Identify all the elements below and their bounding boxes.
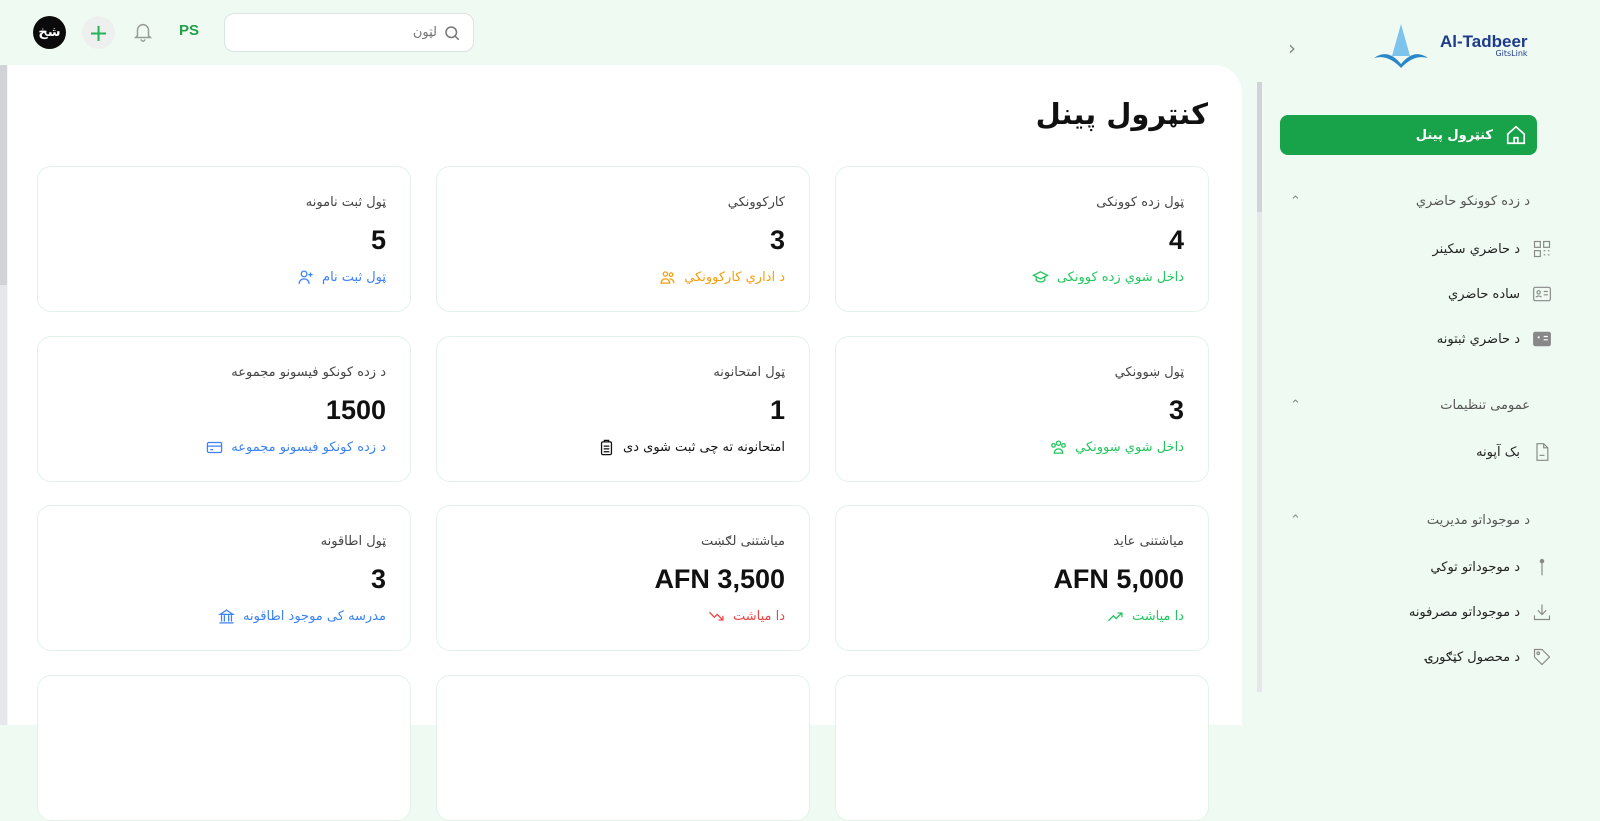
search-box[interactable] (224, 13, 474, 52)
stat-card[interactable]: ټول ثبت نامونه 5 ټول ثبت نام (37, 166, 411, 312)
qr-icon (1533, 240, 1551, 258)
section-label: د زده کوونکو حاضري (1415, 194, 1530, 209)
sidebar-item-label: د موجوداتو مصرفونه (1408, 604, 1520, 620)
stat-card[interactable]: ټول زده کوونکی 4 داخل شوي زده کوونکی (835, 166, 1209, 312)
stat-card[interactable] (37, 675, 411, 821)
stat-card[interactable] (436, 675, 810, 821)
card-subtitle: دا میاشت (1131, 609, 1184, 624)
card-subtitle: داخل شوي زده کوونکی (1056, 270, 1184, 285)
card-value: 3 (1168, 395, 1184, 425)
search-icon (445, 25, 460, 40)
graduation-cap-icon (1031, 271, 1049, 283)
stat-card[interactable]: کارکوونکي 3 د اداري کارکوونکي (436, 166, 810, 312)
card-subtitle: مدرسه کی موجود اطاقونه (242, 609, 386, 624)
stat-card[interactable]: ټول ښوونکي 3 داخل شوي ښوونکي (835, 336, 1209, 482)
trending-up-icon (1107, 612, 1123, 622)
sidebar-item[interactable]: د محصول کټګورۍ (1425, 647, 1552, 667)
sidebar-section-header[interactable]: د زده کوونکو حاضري ⌃ (1290, 194, 1530, 209)
card-subtitle: امتحانونه ته چی ثبت شوی دی (623, 440, 785, 455)
bell-icon[interactable] (132, 20, 154, 44)
card-title: میاشتنی لګښت (700, 534, 785, 549)
pin-icon (1539, 558, 1545, 576)
users-icon (660, 271, 675, 284)
trending-down-icon (708, 611, 724, 621)
card-subtitle: دا میاشت (732, 609, 785, 624)
card-value: 3 (769, 225, 785, 255)
building-icon (218, 609, 235, 624)
chevron-up-icon: ⌃ (1290, 398, 1301, 413)
language-switch[interactable]: PS (179, 22, 200, 39)
stat-card[interactable]: ټول امتحانونه 1 امتحانونه ته چی ثبت شوی … (436, 336, 810, 482)
card-title: ټول امتحانونه (713, 365, 785, 380)
sidebar-section-header[interactable]: عمومی تنظیمات ⌃ (1290, 398, 1530, 413)
chevron-up-icon: ⌃ (1290, 194, 1301, 209)
id-card-filled-icon (1533, 331, 1551, 347)
card-title: میاشتنی عاید (1113, 534, 1184, 549)
page-title: کنټرول پینل (1035, 97, 1208, 131)
card-subtitle: ټول ثبت نام (322, 270, 386, 285)
card-title: ټول اطاقونه (320, 534, 386, 549)
card-title: کارکوونکي (727, 195, 785, 210)
stat-card[interactable]: د زده کونکو فیسونو مجموعه 1500 د زده کون… (37, 336, 411, 482)
sidebar-item-label: د حاضري سکینر (1432, 241, 1520, 257)
add-button[interactable]: + (82, 16, 115, 49)
sidebar-toggle-chevron-icon[interactable]: › (1288, 36, 1296, 60)
file-icon (1536, 443, 1549, 461)
sidebar-item-label: د موجوداتو توکي (1430, 559, 1520, 575)
user-plus-icon (298, 270, 313, 284)
card-subtitle: د اداري کارکوونکي (684, 270, 785, 285)
sidebar-item-label: کنټرول پینل (1415, 127, 1493, 143)
sidebar-item[interactable]: ساده حاضري (1448, 284, 1552, 304)
search-input[interactable] (247, 25, 437, 40)
logo-sub: GitsLink (1495, 49, 1528, 58)
card-value: AFN 5,000 (1053, 564, 1184, 594)
card-value: 5 (370, 225, 386, 255)
card-subtitle: د زده کونکو فیسونو مجموعه (231, 440, 386, 455)
sidebar-item-label: د حاضري ثبتونه (1436, 331, 1520, 347)
card-value: AFN 3,500 (654, 564, 785, 594)
sidebar-item[interactable]: د موجوداتو توکي (1430, 557, 1552, 577)
top-bar: شخ + PS (0, 0, 1242, 65)
sidebar-item[interactable]: د حاضري سکینر (1432, 239, 1552, 259)
card-title: ټول ثبت نامونه (305, 195, 386, 210)
sidebar-item-label: د محصول کټګورۍ (1425, 649, 1520, 665)
id-card-icon (1533, 286, 1551, 302)
sidebar-item[interactable]: د حاضري ثبتونه (1437, 329, 1552, 349)
stat-card[interactable]: ټول اطاقونه 3 مدرسه کی موجود اطاقونه (37, 505, 411, 651)
sidebar-item[interactable]: د موجوداتو مصرفونه (1409, 602, 1552, 622)
card-title: د زده کونکو فیسونو مجموعه (231, 365, 386, 380)
section-label: عمومی تنظیمات (1440, 398, 1530, 413)
sidebar-item-label: بک آپونه (1476, 444, 1520, 460)
sidebar-item-label: ساده حاضري (1448, 286, 1520, 302)
card-value: 3 (370, 564, 386, 594)
main-scrollbar[interactable] (0, 65, 7, 725)
credit-card-icon (207, 441, 223, 454)
card-value: 1500 (325, 395, 386, 425)
stat-card[interactable] (835, 675, 1209, 821)
logo[interactable]: Al-Tadbeer GitsLink (1370, 22, 1528, 70)
chevron-up-icon: ⌃ (1290, 513, 1301, 528)
sidebar-scrollbar[interactable] (1257, 82, 1262, 692)
logo-name: Al-Tadbeer (1440, 32, 1528, 51)
sidebar-item-dashboard[interactable]: کنټرول پینل (1280, 115, 1537, 155)
logo-book-icon (1374, 24, 1428, 68)
tag-icon (1533, 648, 1551, 666)
sidebar-item[interactable]: بک آپونه (1476, 442, 1552, 462)
stat-card[interactable]: میاشتنی لګښت AFN 3,500 دا میاشت (436, 505, 810, 651)
section-label: د موجوداتو مدیریت (1426, 513, 1530, 528)
user-avatar[interactable]: شخ (33, 16, 66, 49)
card-value: 4 (1168, 225, 1184, 255)
clipboard-icon (600, 439, 613, 456)
card-subtitle: داخل شوي ښوونکي (1075, 440, 1184, 455)
download-icon (1533, 604, 1551, 621)
stat-card[interactable]: میاشتنی عاید AFN 5,000 دا میاشت (835, 505, 1209, 651)
card-title: ټول زده کوونکی (1096, 195, 1184, 210)
group-icon (1051, 440, 1067, 454)
card-title: ټول ښوونکي (1114, 365, 1184, 380)
card-value: 1 (769, 395, 785, 425)
sidebar-section-header[interactable]: د موجوداتو مدیریت ⌃ (1290, 513, 1530, 528)
home-icon (1506, 125, 1526, 145)
